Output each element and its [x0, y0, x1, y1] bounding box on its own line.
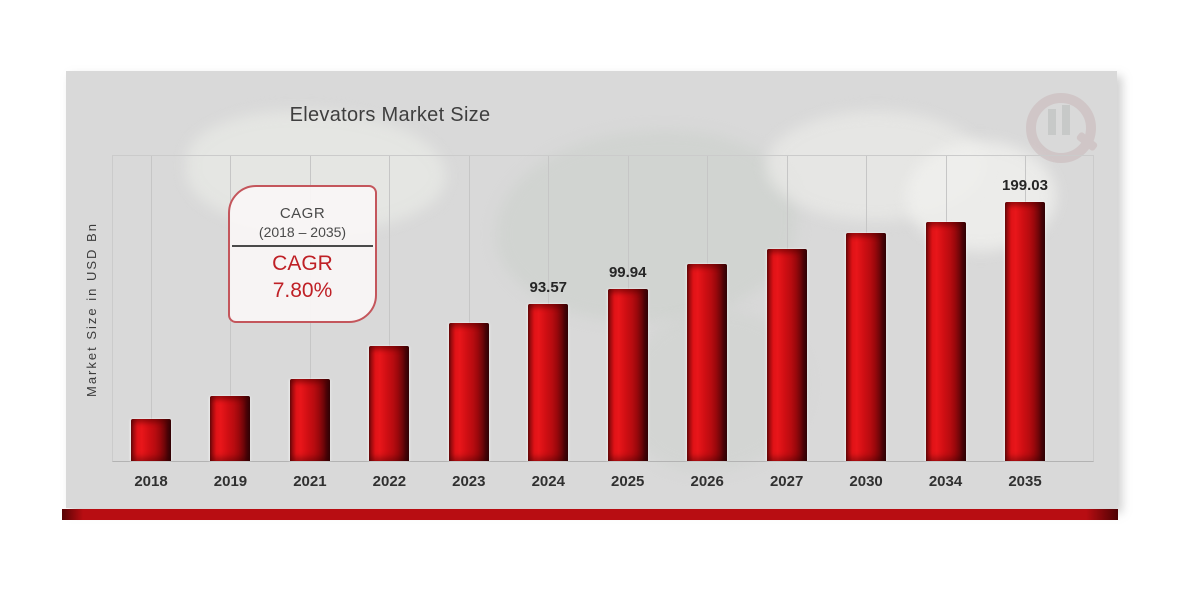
x-tick-2035: 2035: [1008, 473, 1042, 490]
x-tick-2024: 2024: [531, 473, 565, 490]
x-tick-2030: 2030: [849, 473, 883, 490]
x-tick-2034: 2034: [928, 473, 963, 490]
x-tick-2025: 2025: [611, 473, 645, 490]
logo-stroke: [1048, 109, 1056, 135]
accent-underline: [62, 509, 1118, 520]
x-tick-2018: 2018: [134, 473, 168, 490]
bar-2024: [528, 304, 569, 461]
chart-title: Elevators Market Size: [289, 104, 491, 126]
bar-2030: [846, 233, 887, 461]
bar-2035: [1005, 202, 1045, 461]
bar-2026: [687, 264, 728, 461]
cagr-callout: CAGR (2018 – 2035) CAGR 7.80%: [228, 185, 377, 323]
bar-2034: [925, 222, 966, 461]
data-label-2025: 99.94: [608, 264, 647, 281]
bar-2027: [766, 249, 807, 461]
x-tick-2021: 2021: [293, 473, 327, 490]
x-tick-2027: 2027: [769, 473, 804, 490]
x-tick-2026: 2026: [690, 473, 724, 490]
y-axis-label: Market Size in USD Bn: [84, 222, 99, 398]
cagr-year-range: (2018 – 2035): [258, 224, 347, 240]
logo-stroke: [1062, 105, 1070, 135]
plot-area: 2018 2019 2021 2022 2023 2024 93.57 2025 99.94 20…: [112, 155, 1094, 490]
cagr-value: 7.80%: [272, 279, 333, 302]
magnifier-ring-icon: [1026, 93, 1096, 163]
x-tick-2022: 2022: [372, 473, 407, 490]
cagr-divider: [232, 245, 373, 247]
gridline: [468, 156, 470, 461]
x-tick-2023: 2023: [452, 473, 486, 490]
bar-2025: [607, 289, 648, 461]
bar-2018: [131, 419, 171, 461]
bar-2023: [448, 323, 489, 461]
x-tick-2019: 2019: [213, 473, 248, 490]
bar-2022: [369, 346, 410, 461]
bar-2021: [289, 379, 330, 461]
magnifier-handle-icon: [1075, 131, 1099, 152]
bar-2019: [210, 396, 251, 461]
data-label-2024: 93.57: [529, 279, 568, 296]
gridline: [151, 156, 152, 461]
gridline: [389, 156, 391, 461]
cagr-label: CAGR: [272, 252, 333, 275]
cagr-heading: CAGR: [279, 205, 326, 222]
data-label-2035: 199.03: [1002, 177, 1048, 194]
